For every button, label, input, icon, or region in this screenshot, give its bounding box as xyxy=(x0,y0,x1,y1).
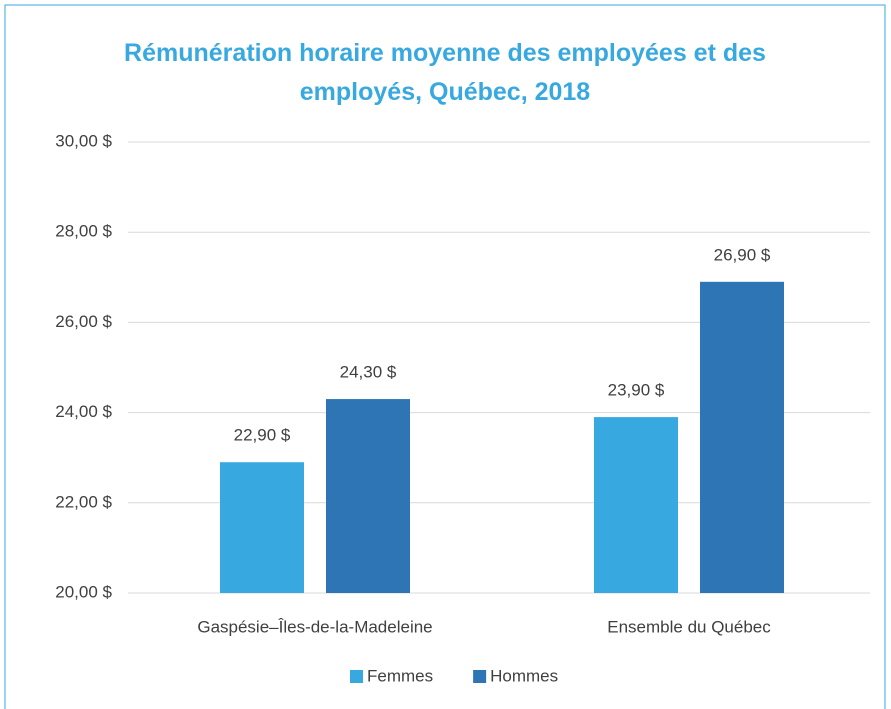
legend-swatch xyxy=(350,670,363,683)
chart-border xyxy=(4,4,886,709)
value-label: 26,90 $ xyxy=(714,245,771,264)
x-tick-label: Ensemble du Québec xyxy=(607,617,771,636)
legend-label: Femmes xyxy=(367,666,433,685)
y-tick-label: 22,00 $ xyxy=(55,492,112,511)
y-tick-label: 30,00 $ xyxy=(55,131,112,150)
y-tick-label: 26,00 $ xyxy=(55,312,112,331)
value-label: 23,90 $ xyxy=(608,381,665,400)
value-label: 22,90 $ xyxy=(234,426,291,445)
bar xyxy=(326,399,410,593)
y-tick-label: 24,00 $ xyxy=(55,402,112,421)
legend-swatch xyxy=(473,670,487,683)
bar xyxy=(594,417,678,593)
chart-title: Rémunération horaire moyenne des employé… xyxy=(124,39,766,106)
x-tick-label: Gaspésie–Îles-de-la-Madeleine xyxy=(197,617,432,636)
y-tick-label: 28,00 $ xyxy=(55,222,112,241)
value-label: 24,30 $ xyxy=(340,363,397,382)
legend-label: Hommes xyxy=(490,666,558,685)
y-tick-label: 20,00 $ xyxy=(55,582,112,601)
bar xyxy=(220,462,304,593)
bar xyxy=(700,281,784,593)
